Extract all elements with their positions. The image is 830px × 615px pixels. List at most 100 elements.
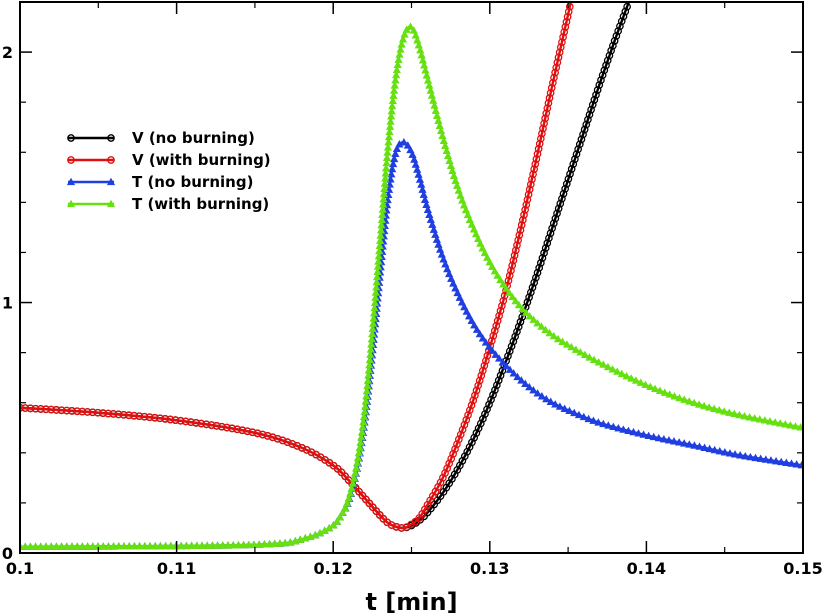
series-marker-v-with-burning bbox=[530, 165, 539, 174]
series-marker-v-no-burning bbox=[511, 332, 520, 341]
series-marker-t-no-burning bbox=[457, 298, 467, 306]
series-marker-v-with-burning bbox=[540, 119, 548, 128]
series-marker-t-with-burning bbox=[275, 539, 285, 547]
series-marker-t-with-burning bbox=[372, 272, 382, 281]
series-marker-t-with-burning bbox=[490, 266, 499, 275]
series-marker-v-no-burning bbox=[543, 239, 552, 247]
series-marker-t-with-burning bbox=[187, 541, 196, 550]
series-marker-t-with-burning bbox=[335, 513, 345, 521]
series-marker-v-with-burning bbox=[518, 216, 527, 224]
series-marker-v-with-burning bbox=[202, 420, 211, 429]
series-marker-t-no-burning bbox=[644, 431, 653, 440]
series-marker-t-with-burning bbox=[393, 60, 402, 68]
series-marker-v-no-burning bbox=[590, 96, 599, 104]
series-marker-t-no-burning bbox=[777, 457, 786, 466]
series-marker-t-no-burning bbox=[425, 210, 434, 218]
series-marker-t-no-burning bbox=[782, 458, 791, 466]
series-marker-v-no-burning bbox=[509, 337, 518, 346]
series-marker-t-with-burning bbox=[363, 381, 372, 389]
series-marker-t-with-burning bbox=[135, 542, 144, 550]
series-marker-t-with-burning bbox=[448, 166, 457, 174]
series-marker-t-with-burning bbox=[354, 448, 363, 456]
series-marker-t-with-burning bbox=[378, 205, 387, 213]
series-marker-v-with-burning bbox=[559, 33, 567, 41]
series-marker-t-with-burning bbox=[521, 308, 531, 316]
series-marker-v-with-burning bbox=[553, 58, 562, 67]
series-marker-t-with-burning bbox=[370, 298, 380, 307]
series-marker-v-no-burning bbox=[579, 130, 587, 139]
series-marker-v-with-burning bbox=[560, 28, 569, 36]
series-marker-v-with-burning bbox=[471, 391, 479, 400]
series-marker-t-with-burning bbox=[613, 367, 622, 375]
legend-label-v-no-burning: V (no burning) bbox=[132, 129, 255, 147]
series-marker-v-no-burning bbox=[616, 22, 624, 31]
series-marker-v-no-burning bbox=[602, 61, 610, 70]
series-marker-t-no-burning bbox=[478, 334, 487, 342]
series-marker-t-with-burning bbox=[636, 378, 645, 386]
series-marker-t-with-burning bbox=[203, 541, 212, 549]
series-marker-v-with-burning bbox=[565, 2, 574, 11]
series-marker-t-with-burning bbox=[396, 45, 405, 53]
series-marker-v-no-burning bbox=[523, 298, 532, 307]
series-marker-v-with-burning bbox=[273, 434, 282, 443]
series-marker-t-with-burning bbox=[395, 50, 404, 58]
x-tick-label: 0.14 bbox=[627, 559, 666, 578]
series-marker-t-with-burning bbox=[41, 542, 51, 550]
series-marker-t-with-burning bbox=[480, 248, 489, 257]
series-marker-t-with-burning bbox=[349, 474, 359, 482]
series-marker-v-no-burning bbox=[597, 76, 605, 84]
series-marker-t-with-burning bbox=[372, 277, 381, 286]
series-marker-t-with-burning bbox=[109, 542, 118, 550]
series-marker-t-with-burning bbox=[567, 342, 576, 351]
series-marker-t-with-burning bbox=[537, 322, 546, 330]
series-marker-t-with-burning bbox=[377, 220, 386, 229]
series-marker-t-with-burning bbox=[73, 542, 82, 550]
series-marker-v-with-burning bbox=[561, 23, 570, 31]
series-marker-v-with-burning bbox=[253, 429, 262, 438]
series-marker-v-with-burning bbox=[474, 381, 482, 390]
series-marker-t-with-burning bbox=[690, 398, 699, 407]
series-marker-t-with-burning bbox=[386, 117, 395, 125]
series-marker-t-no-burning bbox=[462, 307, 471, 315]
series-marker-v-no-burning bbox=[556, 199, 565, 208]
series-marker-t-with-burning bbox=[665, 390, 674, 398]
series-marker-v-with-burning bbox=[156, 414, 164, 423]
series-marker-t-with-burning bbox=[562, 340, 572, 348]
series-marker-t-no-burning bbox=[654, 433, 663, 442]
series-marker-t-with-burning bbox=[57, 542, 66, 550]
series-marker-v-no-burning bbox=[530, 278, 539, 287]
series-marker-v-with-burning bbox=[73, 407, 81, 416]
series-marker-t-with-burning bbox=[390, 81, 399, 89]
series-marker-t-with-burning bbox=[151, 541, 160, 550]
series-marker-t-with-burning bbox=[400, 30, 409, 38]
series-marker-t-with-burning bbox=[145, 541, 155, 550]
series-marker-v-with-burning bbox=[166, 415, 175, 424]
series-marker-t-with-burning bbox=[371, 293, 380, 301]
series-marker-v-with-burning bbox=[516, 226, 525, 234]
series-marker-t-no-burning bbox=[542, 394, 551, 403]
series-marker-t-with-burning bbox=[374, 257, 383, 265]
series-marker-v-no-burning bbox=[507, 342, 516, 351]
series-marker-t-with-burning bbox=[571, 345, 581, 353]
series-marker-t-no-burning bbox=[505, 365, 515, 373]
series-marker-t-with-burning bbox=[369, 309, 379, 317]
series-marker-t-with-burning bbox=[329, 521, 338, 529]
series-marker-v-with-burning bbox=[469, 396, 478, 405]
series-layer bbox=[20, 2, 803, 550]
series-marker-t-with-burning bbox=[119, 542, 129, 550]
series-marker-v-no-burning bbox=[528, 283, 537, 292]
series-marker-t-with-burning bbox=[388, 101, 397, 110]
series-marker-t-no-burning bbox=[470, 321, 479, 329]
series-marker-t-with-burning bbox=[373, 267, 382, 275]
series-marker-v-with-burning bbox=[513, 241, 521, 250]
series-marker-v-with-burning bbox=[532, 155, 541, 163]
series-marker-v-with-burning bbox=[555, 48, 564, 57]
series-marker-v-with-burning bbox=[534, 145, 543, 153]
series-marker-v-with-burning bbox=[119, 410, 128, 419]
series-marker-t-with-burning bbox=[368, 329, 377, 338]
series-marker-t-with-burning bbox=[344, 494, 353, 502]
series-marker-t-with-burning bbox=[660, 388, 669, 396]
series-marker-t-with-burning bbox=[599, 360, 608, 368]
series-marker-v-no-burning bbox=[504, 352, 512, 360]
